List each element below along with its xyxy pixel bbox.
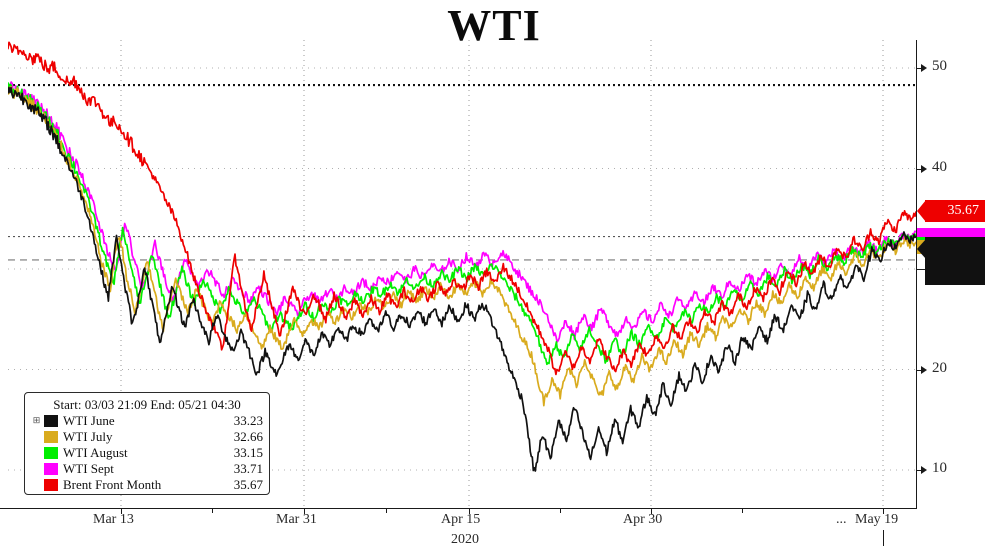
legend-series-name: WTI Sept <box>63 461 114 476</box>
x-minor-tick <box>212 508 213 513</box>
y-tick-arrow-icon <box>921 64 927 72</box>
y-tick-arrow-icon <box>921 365 927 374</box>
series-line-wti-sept[interactable] <box>8 81 916 343</box>
sept-price-flag <box>917 228 985 237</box>
legend-box[interactable]: Start: 03/03 21:09 End: 05/21 04:30 ⊞ WTI… <box>24 392 270 495</box>
expand-icon[interactable]: ⊞ <box>32 414 41 425</box>
x-tick-mark <box>304 508 305 514</box>
legend-color-swatch <box>44 447 58 459</box>
x-minor-tick <box>742 508 743 513</box>
y-tick-label: 40 <box>932 158 947 175</box>
x-tick-label: Mar 31 <box>276 512 317 527</box>
y-tick-arrow-icon <box>921 164 927 173</box>
brent-price-flag[interactable]: 35.67 <box>925 200 985 222</box>
series-line-wti-july[interactable] <box>8 85 916 407</box>
last-price-flag-pointer <box>917 239 926 259</box>
legend-color-swatch <box>44 415 58 427</box>
x-minor-tick <box>560 508 561 513</box>
legend-item[interactable]: ⊞ WTI June 33.23 <box>31 413 263 429</box>
legend-item[interactable]: WTI August 33.15 <box>31 445 263 461</box>
brent-flag-pointer <box>917 200 926 222</box>
y-tick-label: 50 <box>932 58 947 74</box>
legend-series-value: 33.15 <box>233 445 263 460</box>
series-line-wti-august[interactable] <box>8 82 916 366</box>
y-tick-label: 10 <box>932 460 947 476</box>
x-axis-ellipsis: ... <box>836 512 847 527</box>
legend-series-value: 32.66 <box>233 429 263 444</box>
legend-date-range: Start: 03/03 21:09 End: 05/21 04:30 <box>53 397 241 412</box>
x-tick-mark <box>121 508 122 514</box>
x-axis-line <box>0 508 917 509</box>
legend-color-swatch <box>44 479 58 491</box>
y-axis-line <box>916 40 917 508</box>
legend-series-value: 35.67 <box>233 477 263 492</box>
x-tick-mark <box>651 508 652 514</box>
series-line-brent-front-month[interactable] <box>8 41 916 376</box>
series-canvas <box>8 40 916 508</box>
x-tick-mark <box>883 508 884 514</box>
legend-series-name: WTI July <box>63 429 113 444</box>
legend-item[interactable]: Brent Front Month 35.67 <box>31 477 263 493</box>
x-axis-year-label: 2020 <box>451 532 479 547</box>
series-line-wti-june[interactable] <box>8 86 916 472</box>
legend-item[interactable]: WTI Sept 33.71 <box>31 461 263 477</box>
y-tick-mark <box>917 269 925 270</box>
legend-color-swatch <box>44 463 58 475</box>
legend-series-name: WTI August <box>63 445 128 460</box>
x-tick-label: May 19 <box>855 512 899 527</box>
x-minor-tick <box>386 508 387 513</box>
x-tick-label: Mar 13 <box>93 512 134 527</box>
legend-series-value: 33.23 <box>233 413 263 428</box>
x-tick-mark <box>469 508 470 514</box>
last-price-flag[interactable]: 33.23 -15.06 -31.19% <box>925 237 985 285</box>
y-tick-label: 20 <box>932 359 947 376</box>
legend-item[interactable]: WTI July 32.66 <box>31 429 263 445</box>
x-tick-label: Apr 30 <box>623 512 663 527</box>
legend-rows: ⊞ WTI June 33.23 WTI July 32.66 WTI August 33.… <box>31 413 263 493</box>
plot-area[interactable] <box>8 40 916 508</box>
legend-color-swatch <box>44 431 58 443</box>
legend-series-value: 33.71 <box>233 461 263 476</box>
x-tick-label: Apr 15 <box>441 512 481 527</box>
legend-series-name: WTI June <box>63 413 115 428</box>
current-date-marker <box>883 530 884 546</box>
y-tick-arrow-icon <box>921 466 927 474</box>
legend-series-name: Brent Front Month <box>63 477 162 492</box>
page-title: WTI <box>447 1 541 50</box>
